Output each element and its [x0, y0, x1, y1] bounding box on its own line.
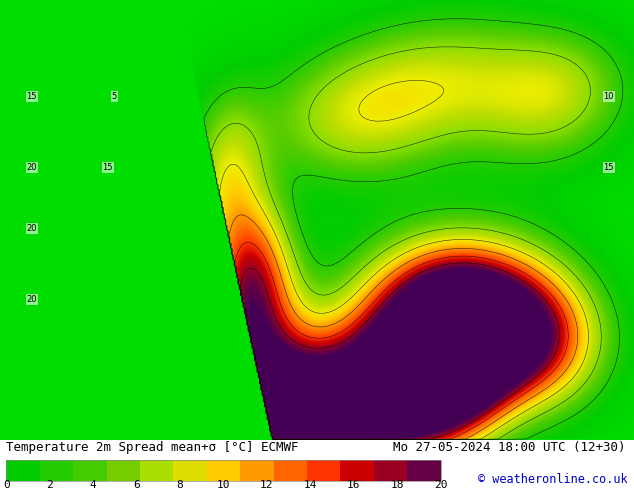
Text: Mo 27-05-2024 18:00 UTC (12+30): Mo 27-05-2024 18:00 UTC (12+30)	[393, 441, 626, 454]
Text: 16: 16	[347, 480, 361, 490]
Bar	[307, 460, 340, 481]
Text: 5: 5	[112, 92, 117, 101]
Bar	[374, 460, 407, 481]
Bar	[40, 460, 73, 481]
Text: 20: 20	[27, 163, 37, 172]
Text: 10: 10	[604, 92, 614, 101]
Bar	[107, 460, 140, 481]
Text: 15: 15	[604, 163, 614, 172]
Bar	[207, 460, 240, 481]
Bar	[73, 460, 107, 481]
Bar	[240, 460, 274, 481]
Bar	[6, 460, 441, 481]
Bar	[6, 460, 40, 481]
Text: 20: 20	[27, 294, 37, 304]
Text: 15: 15	[27, 92, 37, 101]
Bar	[407, 460, 441, 481]
Text: 4: 4	[90, 480, 96, 490]
Text: 2: 2	[46, 480, 53, 490]
Bar	[173, 460, 207, 481]
Text: 6: 6	[133, 480, 140, 490]
Bar	[340, 460, 374, 481]
Text: 10: 10	[217, 480, 230, 490]
Bar	[0, 0, 171, 440]
Text: 20: 20	[434, 480, 448, 490]
Text: © weatheronline.co.uk: © weatheronline.co.uk	[478, 473, 628, 486]
Text: 0: 0	[3, 480, 10, 490]
Text: 18: 18	[391, 480, 404, 490]
Text: 12: 12	[260, 480, 274, 490]
Text: Temperature 2m Spread mean+σ [°C] ECMWF: Temperature 2m Spread mean+σ [°C] ECMWF	[6, 441, 299, 454]
Bar	[274, 460, 307, 481]
Text: 14: 14	[304, 480, 317, 490]
Text: 8: 8	[177, 480, 183, 490]
Bar	[140, 460, 173, 481]
Text: 15: 15	[103, 163, 113, 172]
Text: 20: 20	[27, 224, 37, 233]
